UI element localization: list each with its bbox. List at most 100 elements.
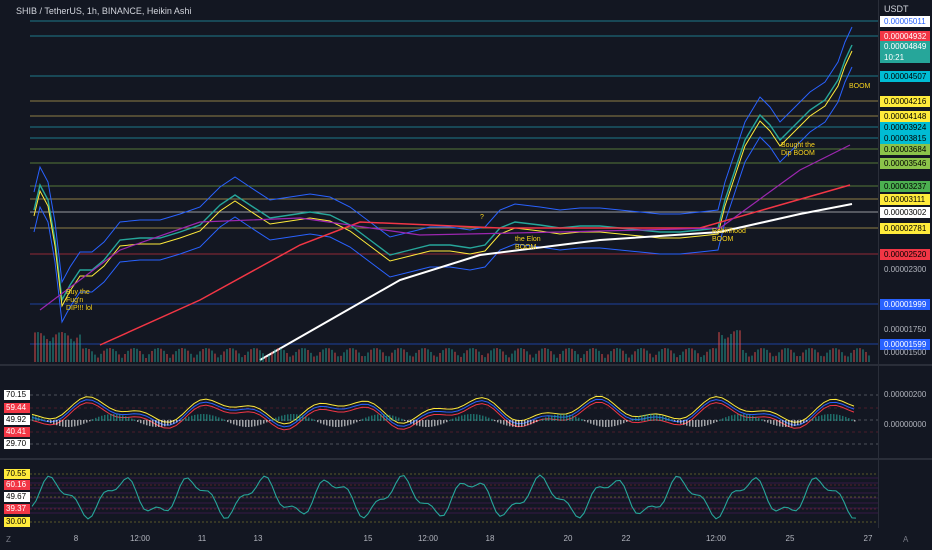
indicator1-histogram-bar	[326, 420, 328, 426]
volume-bar	[415, 352, 417, 362]
indicator1-histogram-bar	[95, 417, 97, 421]
indicator1-histogram-bar	[638, 416, 640, 421]
annotation-boom-top: BOOM	[849, 83, 871, 90]
volume-bar	[115, 351, 117, 362]
volume-bar	[781, 349, 783, 362]
indicator1-histogram-bar	[809, 419, 811, 421]
volume-bar	[187, 350, 189, 362]
indicator1-histogram-bar	[260, 420, 262, 425]
indicator1-histogram-bar	[611, 420, 613, 427]
volume-bar	[466, 350, 468, 362]
indicator1-histogram-bar	[626, 420, 628, 422]
volume-bar	[409, 355, 411, 362]
indicator1-histogram-bar	[470, 414, 472, 421]
price-chart[interactable]	[0, 0, 878, 528]
indicator1-histogram-bar	[263, 420, 265, 424]
pane-separator-2[interactable]	[0, 458, 932, 460]
indicator1-histogram-bar	[206, 414, 208, 421]
indicator1-histogram-bar	[509, 420, 511, 427]
volume-bar	[337, 356, 339, 362]
indicator1-histogram-bar	[560, 414, 562, 421]
indicator1-histogram-bar	[650, 414, 652, 421]
volume-bar	[700, 356, 702, 362]
volume-bar	[370, 349, 372, 362]
volume-bar	[64, 333, 66, 362]
volume-bar	[841, 352, 843, 362]
indicator1-histogram-bar	[86, 420, 88, 423]
indicator1-level-label: 70.15	[4, 390, 30, 400]
volume-bar	[508, 357, 510, 362]
volume-bar	[202, 348, 204, 362]
indicator1-histogram-bar	[500, 420, 502, 424]
auto-scale-icon[interactable]: A	[903, 535, 909, 544]
indicator1-histogram-bar	[779, 420, 781, 427]
volume-bar	[268, 355, 270, 362]
volume-bar	[823, 356, 825, 362]
volume-bar	[682, 351, 684, 362]
indicator1-histogram-bar	[767, 420, 769, 423]
volume-bar	[352, 348, 354, 362]
price-level-label: 0.00002520	[880, 249, 930, 260]
volume-bar	[373, 348, 375, 362]
indicator1-histogram-bar	[245, 420, 247, 427]
volume-bar	[511, 353, 513, 362]
volume-bar	[694, 350, 696, 362]
volume-bar	[358, 352, 360, 362]
indicator1-histogram-bar	[344, 420, 346, 427]
indicator1-histogram-bar	[524, 420, 526, 427]
indicator1-histogram-bar	[368, 416, 370, 421]
volume-bar	[88, 348, 90, 362]
volume-bar	[526, 351, 528, 362]
volume-bar	[571, 348, 573, 362]
price-series	[33, 44, 853, 303]
indicator1-histogram-bar	[308, 417, 310, 421]
volume-bar	[757, 349, 759, 362]
volume-bar	[589, 348, 591, 362]
volume-bar	[556, 357, 558, 362]
indicator1-histogram-bar	[569, 414, 571, 421]
volume-bar	[250, 349, 252, 362]
indicator1-histogram-bar	[683, 420, 685, 425]
indicator1-level-label: 59.44	[4, 403, 30, 413]
time-tick: 18	[485, 534, 495, 543]
indicator1-histogram-bar	[68, 420, 70, 427]
indicator1-histogram-bar	[551, 415, 553, 421]
volume-bar	[235, 350, 237, 362]
indicator1-histogram-bar	[35, 416, 37, 421]
indicator1-histogram-bar	[320, 420, 322, 424]
indicator1-histogram-bar	[662, 415, 664, 421]
indicator1-histogram-bar	[545, 417, 547, 421]
volume-bar	[547, 348, 549, 362]
volume-bar	[745, 352, 747, 362]
volume-bar	[40, 333, 42, 362]
volume-bar	[310, 352, 312, 362]
indicator1-histogram-bar	[119, 414, 121, 421]
indicator1-histogram-bar	[47, 420, 49, 422]
price-level-label: 0.00003924	[880, 122, 930, 133]
indicator1-histogram-bar	[590, 420, 592, 424]
volume-bar	[454, 351, 456, 362]
volume-bar	[814, 349, 816, 362]
volume-bar	[364, 356, 366, 362]
indicator1-histogram-bar	[824, 414, 826, 421]
volume-bar	[247, 351, 249, 362]
price-level-label: 0.00003002	[880, 207, 930, 218]
indicator1-histogram-bar	[395, 416, 397, 421]
volume-bar	[808, 348, 810, 362]
indicator1-histogram-bar	[242, 420, 244, 427]
indicator1-histogram-bar	[770, 420, 772, 424]
volume-bar	[631, 354, 633, 362]
zoom-icon[interactable]: Z	[6, 535, 11, 544]
annotation-elon: the Elon BOOM	[515, 236, 541, 251]
indicator1-histogram-bar	[791, 420, 793, 427]
pane-separator-1[interactable]	[0, 364, 932, 366]
indicator1-histogram-bar	[584, 420, 586, 422]
price-level-label: 0.00003111	[880, 194, 930, 205]
indicator1-histogram-bar	[65, 420, 67, 427]
bollinger-upper	[33, 26, 853, 284]
indicator1-histogram-bar	[332, 420, 334, 427]
volume-bar	[112, 348, 114, 362]
volume-bar	[289, 356, 291, 362]
indicator1-histogram-bar	[131, 418, 133, 421]
indicator1-histogram-bar	[647, 414, 649, 421]
